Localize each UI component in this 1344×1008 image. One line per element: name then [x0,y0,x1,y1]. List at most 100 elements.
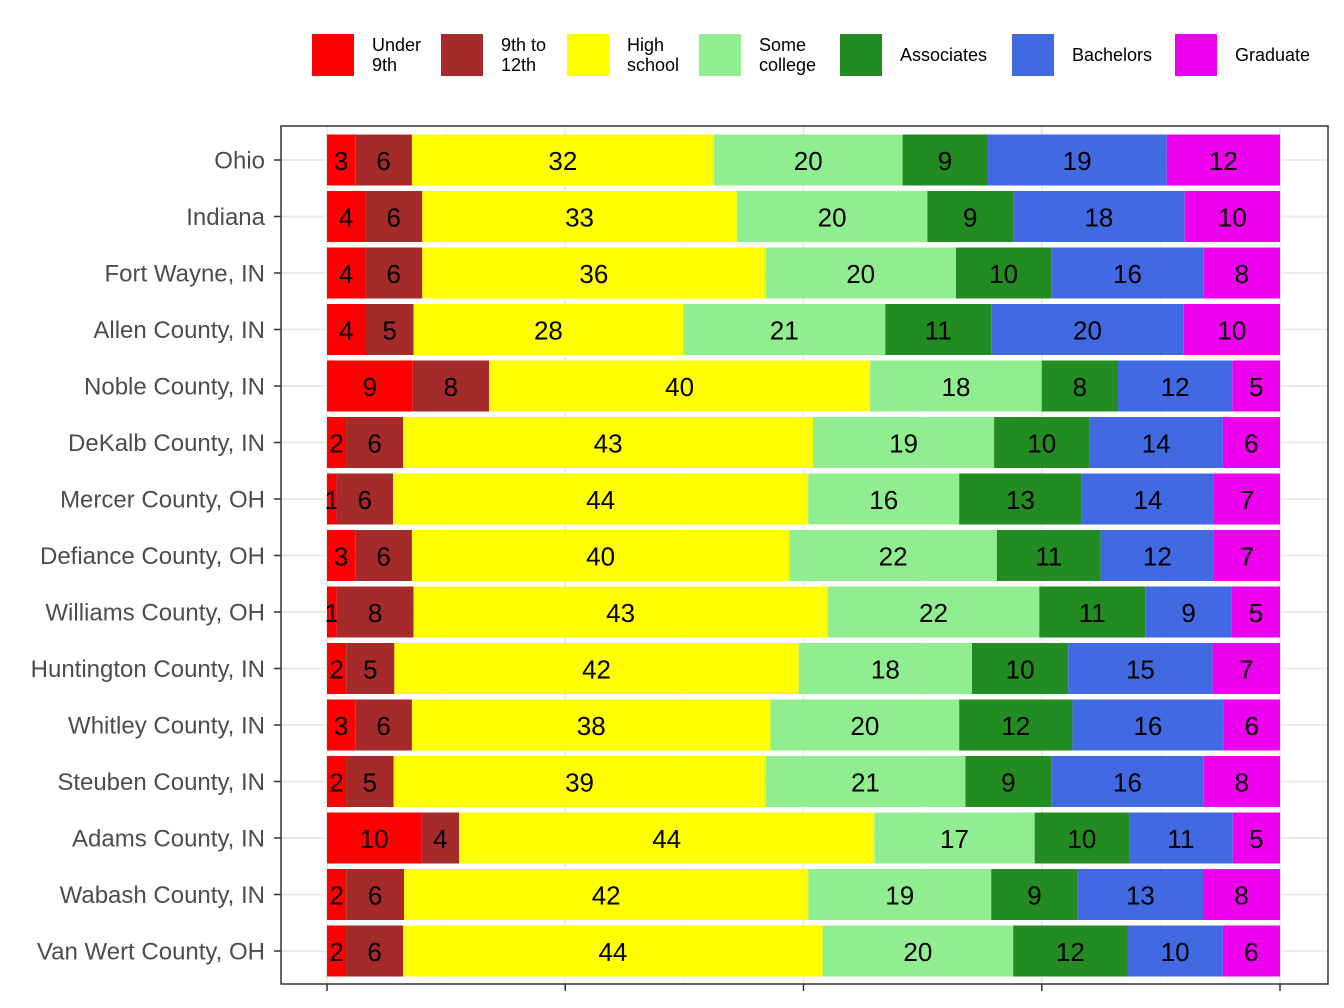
bar-segment [327,699,356,751]
bar-segment [927,191,1014,242]
bar-segment [1077,869,1203,920]
bar-segment [765,756,966,807]
legend-label: Some college [759,35,817,75]
bar-segment [327,756,347,807]
data-label: 10 [1006,655,1035,685]
data-label: 5 [1249,598,1263,628]
data-label: 40 [665,372,694,402]
data-label: 43 [606,598,635,628]
data-label: 5 [363,655,377,685]
data-label: 9 [1027,881,1041,911]
bar-segment [403,925,823,977]
bar-segment [1127,925,1223,977]
bar-segment [346,869,405,920]
data-label: 5 [363,768,377,798]
data-label: 7 [1239,655,1253,685]
data-label: 7 [1240,542,1254,572]
bar-segment [798,643,972,694]
y-tick-label: Mercer County, OH [60,487,265,514]
bar-segment [394,643,799,694]
bar-segment [365,247,423,299]
data-label: 10 [989,259,1018,289]
data-label: 21 [770,316,799,346]
data-label: 6 [1244,429,1258,459]
data-label: 17 [940,824,969,854]
data-label: 9 [938,146,952,176]
data-label: 4 [339,259,353,289]
data-label: 18 [1084,203,1113,233]
y-tick-label: Defiance County, OH [40,543,265,570]
bar-segment [413,304,684,355]
data-label: 19 [885,881,914,911]
bar-segment [808,869,992,920]
data-label: 12 [1161,372,1190,402]
bar-segment [411,530,790,581]
bar-segment [327,925,347,977]
data-label: 6 [367,937,381,967]
data-label: 44 [598,937,627,967]
y-tick-label: Whitley County, IN [68,713,265,740]
bar-segment [987,134,1167,186]
bar-segment [991,304,1184,355]
data-label: 10 [1027,429,1056,459]
bar-segment [489,360,871,412]
bar-segment [1231,586,1280,638]
bar-segment [1145,586,1232,638]
data-label: 39 [565,768,594,798]
data-label: 3 [334,542,348,572]
bar-segment [413,586,828,638]
data-label: 6 [376,711,390,741]
data-label: 2 [329,881,343,911]
data-label: 6 [1244,937,1258,967]
bar-segment [327,473,337,525]
data-label: 3 [334,711,348,741]
bar-segment [411,134,714,186]
bar-segment [327,643,347,694]
data-label: 10 [1161,937,1190,967]
bar-segment [422,247,766,299]
bar-segment [1129,812,1233,864]
bar-segment [789,530,997,581]
data-label: 42 [592,881,621,911]
data-label: 12 [1209,146,1238,176]
bar-segment [959,699,1073,751]
data-label: 6 [358,485,372,515]
y-tick-label: Williams County, OH [45,600,265,627]
bar-segment [346,417,404,468]
data-label: 33 [565,203,594,233]
bar-segment [336,473,394,525]
data-label: 8 [1073,372,1087,402]
legend-swatch [567,34,609,76]
data-label: 4 [433,824,447,854]
data-label: 38 [577,711,606,741]
bar-segment [683,304,886,355]
data-label: 20 [1073,316,1102,346]
y-tick-label: Wabash County, IN [60,882,265,909]
bar-segment [765,247,956,299]
data-label: 40 [586,542,615,572]
bar-segment [1222,417,1280,468]
bar-segment [1117,360,1233,412]
bar-segment [336,586,414,638]
data-label: 9 [1001,768,1015,798]
data-label: 13 [1126,881,1155,911]
bar-segment [1034,812,1130,864]
bar-segment [327,417,347,468]
bar-segment [355,530,412,581]
data-label: 22 [879,542,908,572]
bar-segment [1183,304,1280,355]
data-label: 20 [794,146,823,176]
data-label: 10 [1218,203,1247,233]
data-label: 16 [1113,768,1142,798]
bar-segment [736,191,928,242]
bar-segment [1213,530,1280,581]
data-label: 20 [818,203,847,233]
data-label: 32 [548,146,577,176]
bar-segment [393,473,809,525]
legend-label: 9th to 12th [501,35,547,75]
data-label: 3 [334,146,348,176]
bar-segment [327,586,337,638]
bar-segment [411,699,771,751]
legend-swatch [312,34,354,76]
